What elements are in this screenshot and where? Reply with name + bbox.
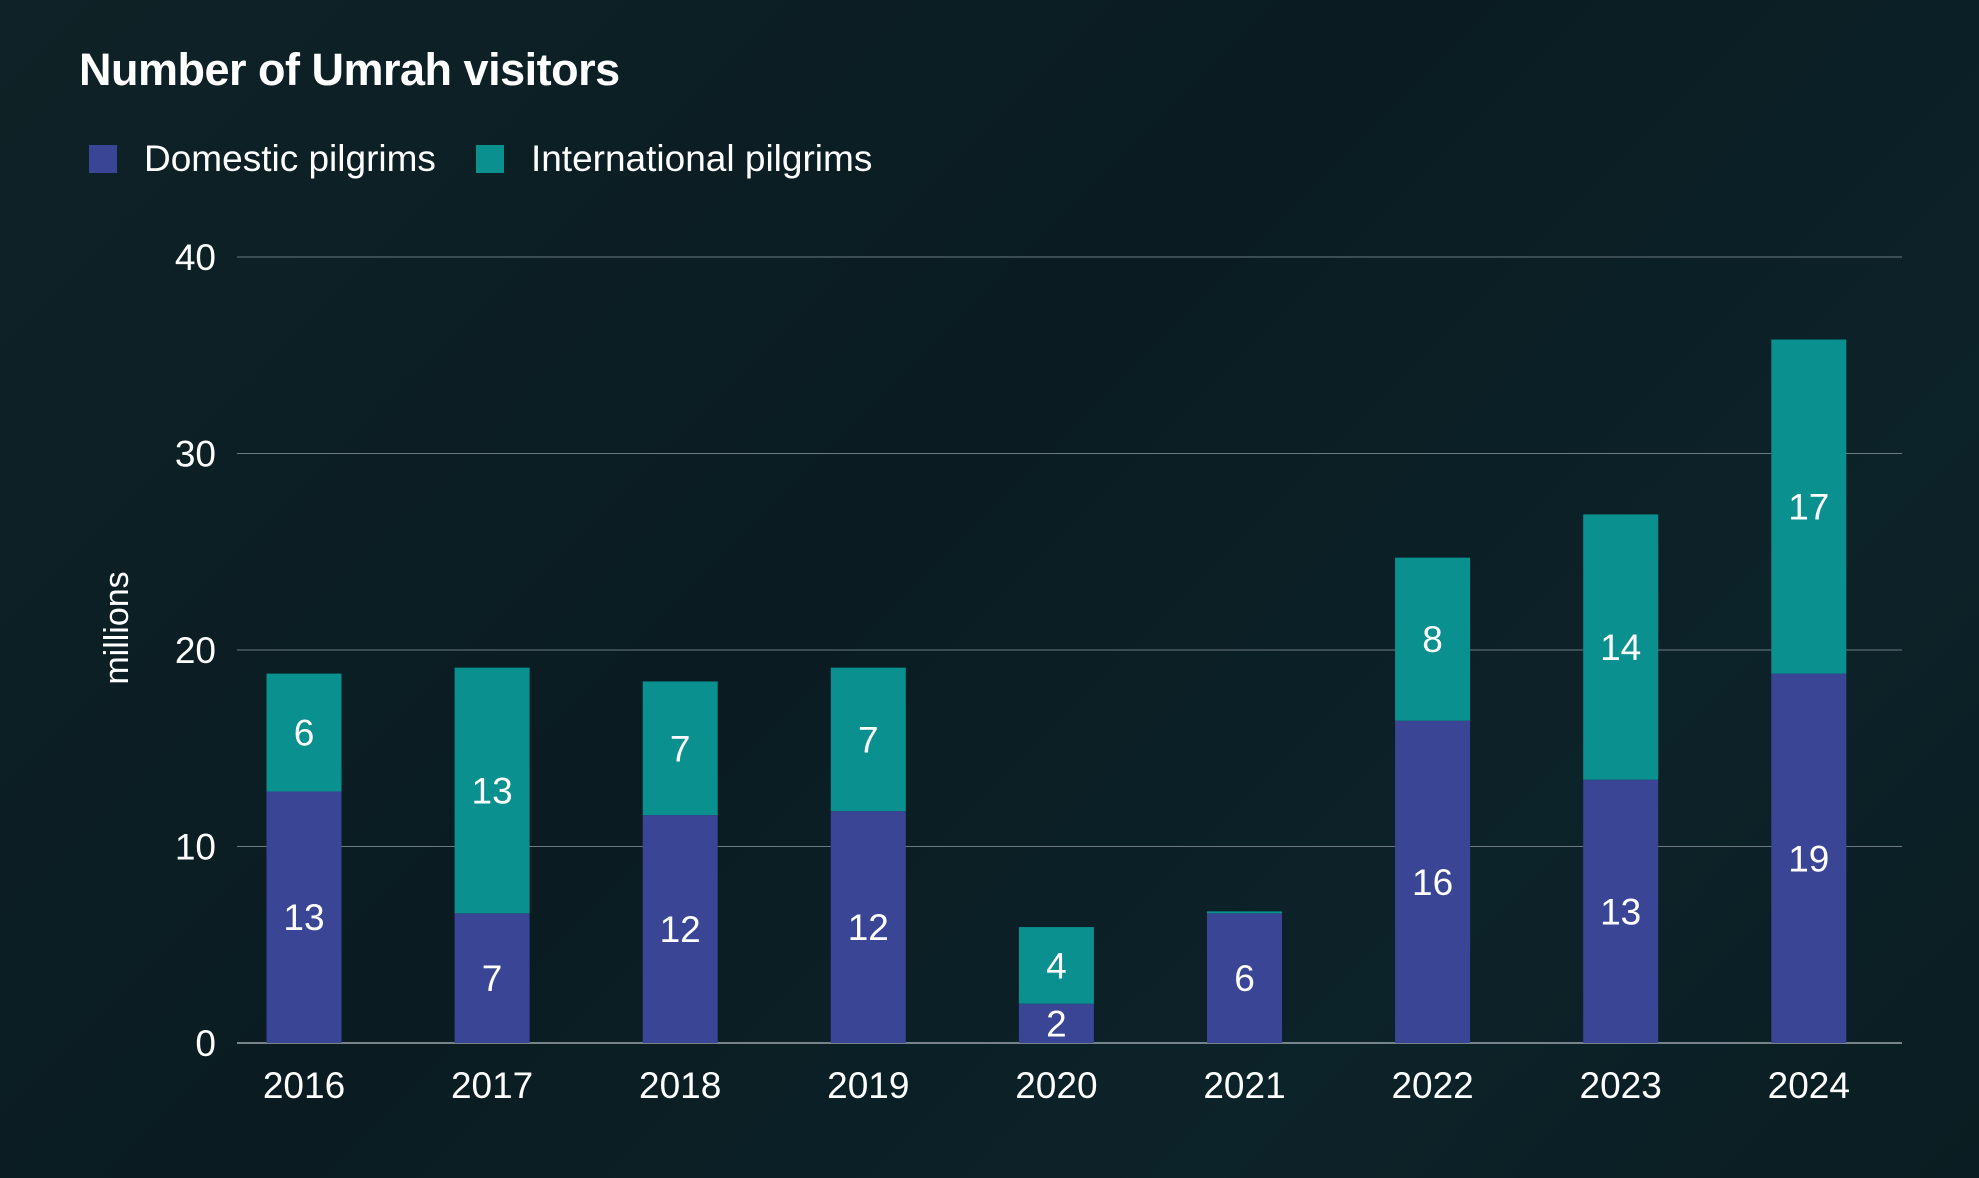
x-tick-label: 2024 xyxy=(1768,1065,1850,1106)
x-tick-label: 2016 xyxy=(263,1065,345,1106)
x-tick-label: 2018 xyxy=(639,1065,721,1106)
data-label-international: 8 xyxy=(1422,619,1443,660)
bar-international xyxy=(454,667,530,914)
data-label-domestic: 13 xyxy=(283,897,324,938)
data-label-domestic: 12 xyxy=(660,909,701,950)
data-label-domestic: 19 xyxy=(1788,838,1829,879)
legend-item-international: International pilgrims xyxy=(475,138,873,180)
data-label-international: 6 xyxy=(294,713,315,754)
bar-domestic xyxy=(266,791,342,1043)
data-label-domestic: 7 xyxy=(482,958,503,999)
y-tick-label: 20 xyxy=(175,630,216,671)
x-tick-label: 2017 xyxy=(451,1065,533,1106)
legend-swatch-domestic xyxy=(89,145,117,173)
legend-label-domestic: Domestic pilgrims xyxy=(144,138,436,179)
data-label-domestic: 2 xyxy=(1046,1003,1067,1044)
data-label-domestic: 12 xyxy=(848,907,889,948)
y-tick-label: 10 xyxy=(175,827,216,868)
chart-title: Number of Umrah visitors xyxy=(79,44,620,95)
legend: Domestic pilgrims International pilgrims xyxy=(89,138,912,180)
data-label-international: 17 xyxy=(1788,487,1829,528)
bar-domestic xyxy=(454,913,530,1043)
x-tick-label: 2022 xyxy=(1391,1065,1473,1106)
bar-international xyxy=(1395,557,1471,721)
x-tick-label: 2023 xyxy=(1580,1065,1662,1106)
bar-international xyxy=(830,667,906,812)
x-tick-label: 2019 xyxy=(827,1065,909,1106)
bar-domestic xyxy=(1395,720,1471,1043)
data-label-domestic: 16 xyxy=(1412,862,1453,903)
bar-domestic xyxy=(1018,1003,1094,1043)
data-label-international: 13 xyxy=(472,770,513,811)
bar-domestic xyxy=(1771,673,1847,1043)
legend-item-domestic: Domestic pilgrims xyxy=(89,138,436,180)
bar-domestic xyxy=(1583,779,1659,1043)
y-tick-label: 30 xyxy=(175,434,216,475)
data-label-international: 4 xyxy=(1046,945,1067,986)
y-axis-label: millions xyxy=(98,571,136,684)
data-label-domestic: 13 xyxy=(1600,891,1641,932)
bar-international xyxy=(1771,339,1847,674)
data-label-international: 14 xyxy=(1600,627,1641,668)
y-tick-label: 40 xyxy=(175,237,216,278)
bar-international xyxy=(1583,514,1659,780)
bar-international xyxy=(1207,911,1282,914)
bar-domestic xyxy=(830,811,906,1043)
legend-swatch-international xyxy=(475,145,504,173)
x-tick-label: 2021 xyxy=(1203,1065,1285,1106)
data-label-international: 7 xyxy=(670,728,691,769)
data-label-domestic: 6 xyxy=(1234,958,1255,999)
legend-label-international: International pilgrims xyxy=(530,138,873,179)
bar-international xyxy=(1018,927,1094,1004)
x-tick-label: 2020 xyxy=(1015,1065,1097,1106)
bar-international xyxy=(266,673,342,792)
bar-domestic xyxy=(642,815,718,1043)
bar-domestic xyxy=(1207,913,1282,1043)
bar-international xyxy=(642,681,718,816)
y-tick-label: 0 xyxy=(195,1023,216,1064)
data-label-international: 7 xyxy=(858,719,879,760)
